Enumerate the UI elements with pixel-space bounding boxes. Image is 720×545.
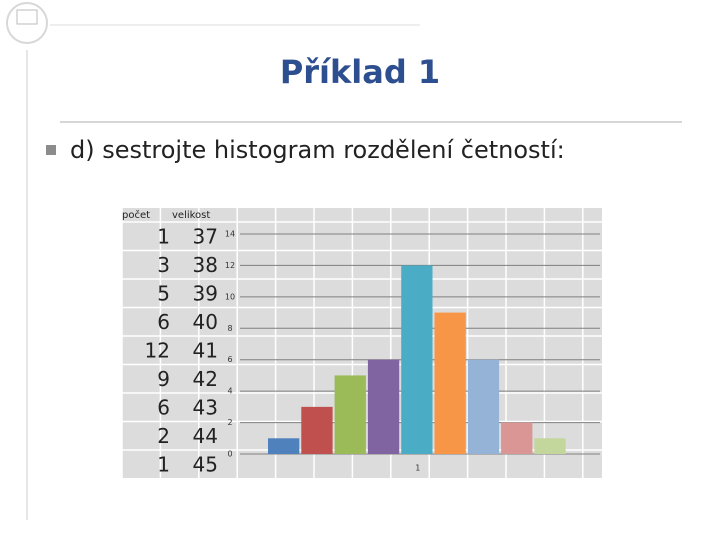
table-cell: 38 [193, 253, 218, 277]
bar [501, 422, 533, 454]
table-cell: 1 [157, 453, 170, 477]
y-tick-label: 2 [227, 418, 232, 427]
table-cell: 41 [193, 339, 218, 363]
y-tick-label: 6 [227, 355, 232, 364]
table-cell: 45 [193, 453, 218, 477]
logo-icon [16, 9, 38, 25]
table-cell: 6 [157, 310, 170, 334]
bar [534, 438, 566, 454]
table-cell: 42 [193, 367, 218, 391]
logo [6, 2, 48, 44]
table-header: počet [122, 209, 150, 221]
x-tick-label: 1 [415, 464, 420, 473]
table-cell: 6 [157, 396, 170, 420]
table-cell: 37 [193, 225, 218, 249]
bar [367, 359, 400, 454]
table-cell: 5 [157, 282, 170, 306]
table-cell: 2 [157, 424, 170, 448]
y-tick-label: 4 [227, 387, 232, 396]
slide-title: Příklad 1 [280, 53, 440, 91]
bar [434, 312, 466, 454]
y-tick-label: 12 [225, 261, 235, 270]
y-tick-label: 10 [225, 292, 235, 301]
table-cell: 44 [193, 424, 218, 448]
y-tick-label: 0 [227, 450, 232, 459]
bullet-marker [46, 145, 56, 155]
y-tick-label: 14 [225, 230, 235, 239]
bar [467, 359, 500, 454]
table-cell: 40 [193, 310, 218, 334]
table-header: velikost [172, 210, 210, 221]
table-cell: 9 [157, 367, 170, 391]
bullet-text: d) sestrojte histogram rozdělení četnost… [70, 136, 565, 164]
table-cell: 12 [145, 339, 170, 363]
table-cell: 39 [193, 282, 218, 306]
bar [401, 265, 433, 454]
bar [334, 375, 366, 454]
bar [268, 438, 300, 454]
table-cell: 43 [193, 396, 218, 420]
table-cell: 1 [157, 225, 170, 249]
y-tick-label: 8 [227, 324, 232, 333]
bar [301, 406, 333, 454]
table-cell: 3 [157, 253, 170, 277]
